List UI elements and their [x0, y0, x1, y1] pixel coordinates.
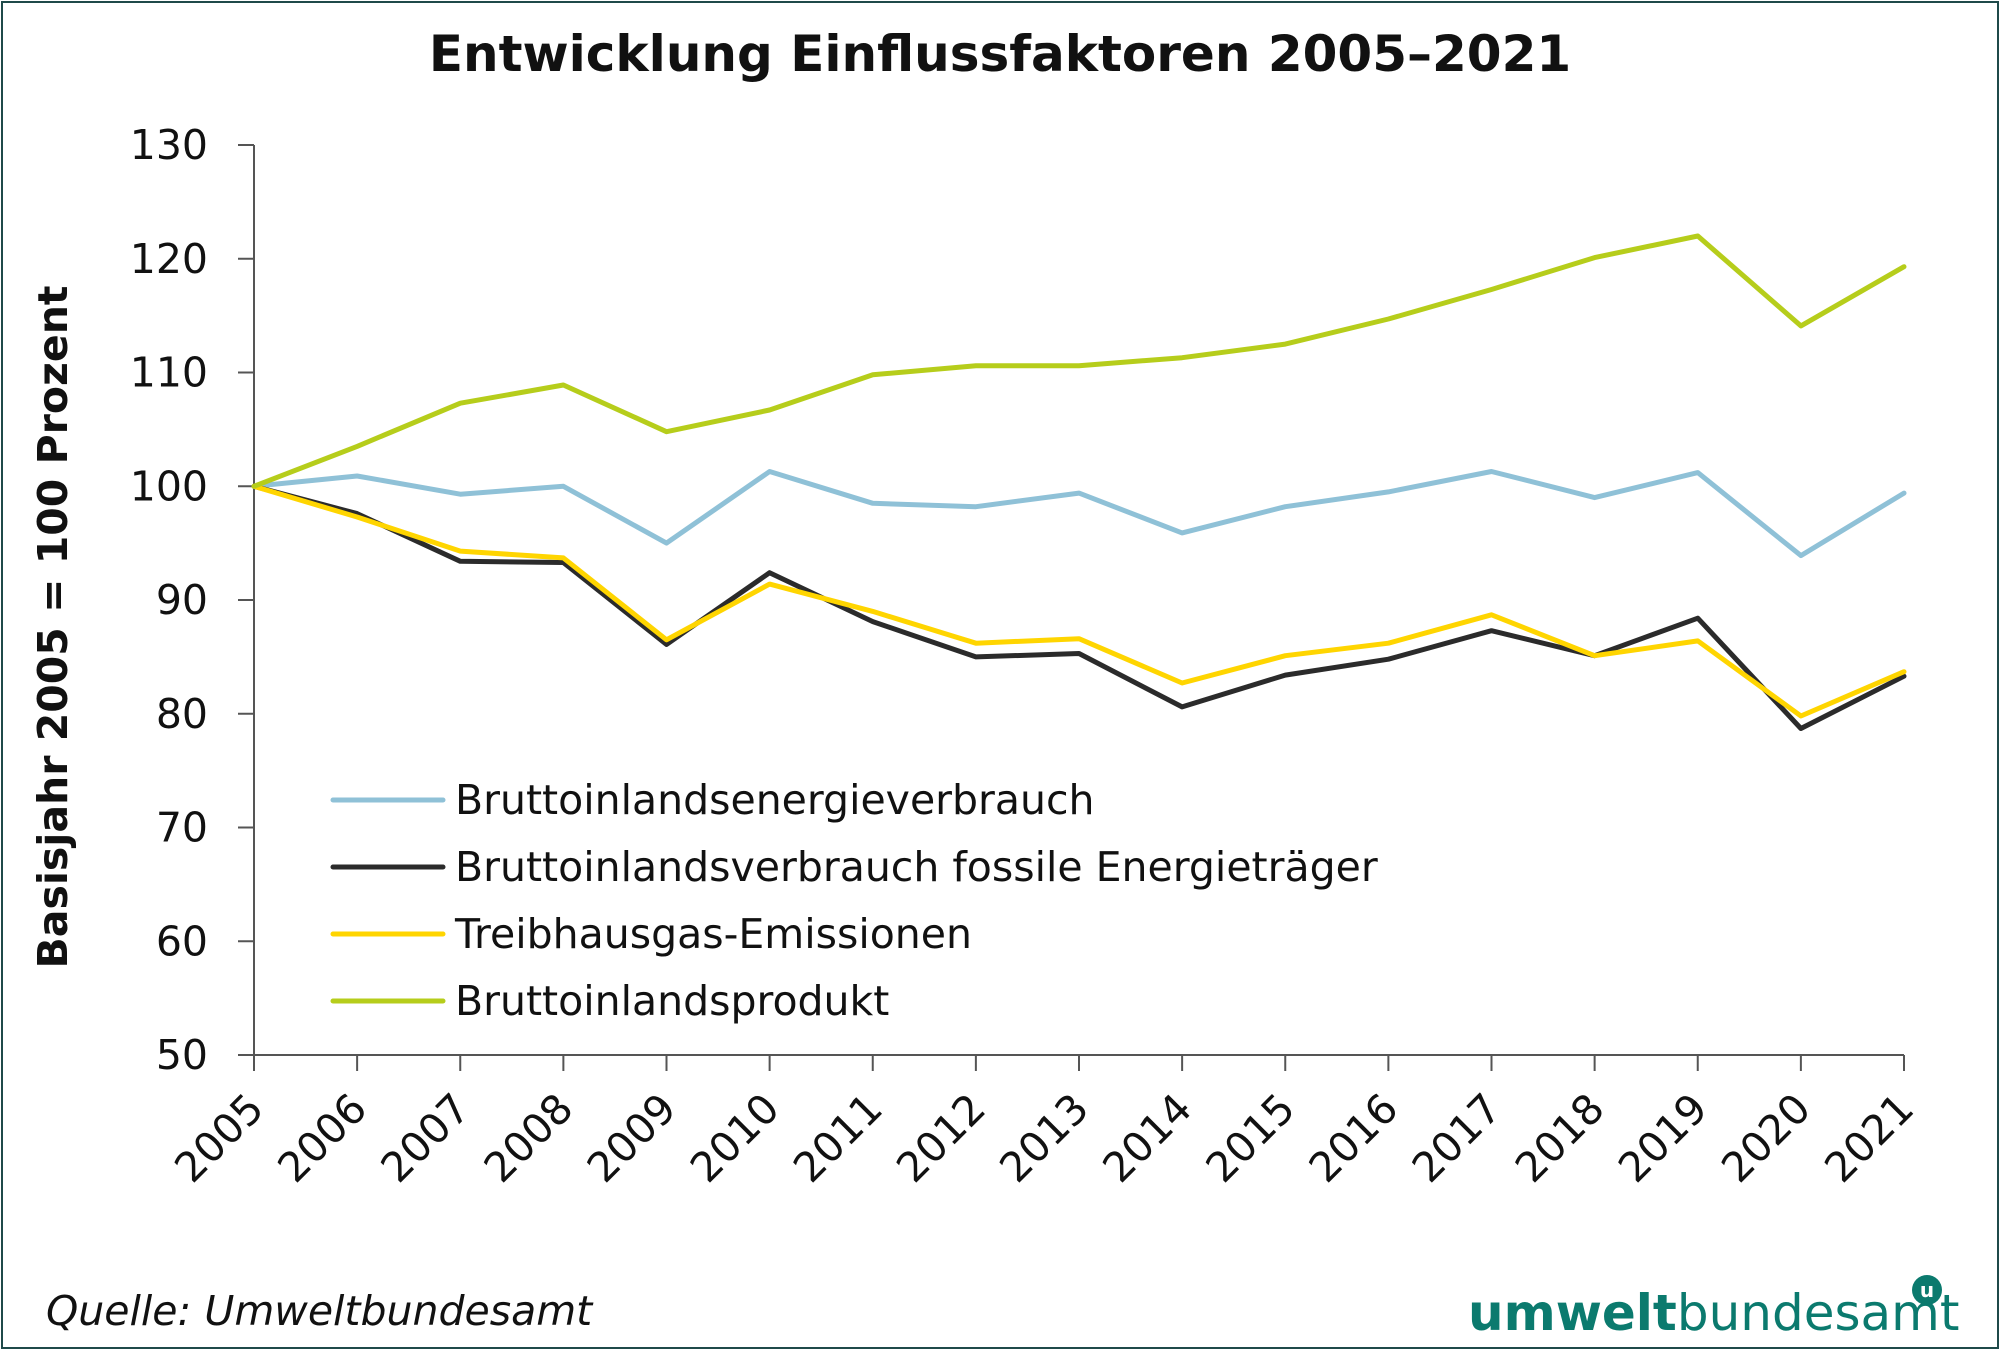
logo-mark-letter: u — [1920, 1278, 1934, 1302]
x-tick-label: 2009 — [578, 1084, 686, 1192]
chart-title: Entwicklung Einflussfaktoren 2005–2021 — [429, 25, 1571, 83]
legend-label: Treibhausgas-Emissionen — [454, 910, 972, 958]
x-tick-label: 2006 — [268, 1084, 376, 1192]
x-tick-label: 2007 — [372, 1084, 480, 1192]
legend-label: Bruttoinlandsverbrauch fossile Energietr… — [455, 843, 1378, 891]
umweltbundesamt-logo: umweltbundesamt u — [1468, 1275, 1959, 1342]
x-tick-label: 2011 — [784, 1084, 892, 1192]
y-tick-label: 70 — [156, 804, 208, 852]
legend-label: Bruttoinlandsprodukt — [455, 977, 889, 1025]
x-tick-label: 2019 — [1609, 1084, 1717, 1192]
x-tick-label: 2015 — [1197, 1084, 1305, 1192]
svg-text:umweltbundesamt: umweltbundesamt — [1468, 1284, 1959, 1342]
legend: Bruttoinlandsenergieverbrauch Bruttoinlan… — [330, 776, 1378, 1025]
legend-label: Bruttoinlandsenergieverbrauch — [455, 776, 1095, 824]
line-chart: Entwicklung Einflussfaktoren 2005–2021 B… — [29, 25, 1959, 1342]
y-tick-label: 100 — [130, 462, 208, 510]
x-tick-label: 2013 — [990, 1084, 1098, 1192]
y-tick-label: 90 — [156, 576, 208, 624]
y-tick-label: 80 — [156, 690, 208, 738]
logo-text-umwelt: umwelt — [1468, 1284, 1677, 1342]
logo-text-bundesamt: bundesamt — [1677, 1284, 1960, 1342]
x-tick-label: 2005 — [165, 1084, 273, 1192]
y-tick-label: 130 — [130, 121, 208, 169]
x-tick-label: 2014 — [1093, 1084, 1201, 1192]
y-tick-label: 50 — [156, 1031, 208, 1079]
y-tick-label: 110 — [130, 349, 208, 397]
logo-mark-icon — [1912, 1275, 1942, 1305]
y-tick-label: 120 — [130, 235, 208, 283]
source-note: Quelle: Umweltbundesamt — [46, 1287, 594, 1335]
plot-area — [251, 233, 1907, 731]
series-line-1 — [251, 469, 1907, 559]
series-line-2 — [251, 483, 1907, 731]
y-axis-label: Basisjahr 2005 = 100 Prozent — [29, 286, 77, 969]
series-line-4 — [251, 233, 1907, 489]
x-tick-label: 2010 — [681, 1084, 789, 1192]
y-tick-label: 60 — [156, 917, 208, 965]
x-tick-label: 2017 — [1403, 1084, 1511, 1192]
x-tick-label: 2012 — [887, 1084, 995, 1192]
x-tick-label: 2020 — [1712, 1084, 1820, 1192]
x-tick-label: 2021 — [1815, 1084, 1923, 1192]
series-line-3 — [251, 483, 1907, 719]
x-tick-label: 2008 — [475, 1084, 583, 1192]
x-tick-label: 2018 — [1506, 1084, 1614, 1192]
x-tick-label: 2016 — [1300, 1084, 1408, 1192]
